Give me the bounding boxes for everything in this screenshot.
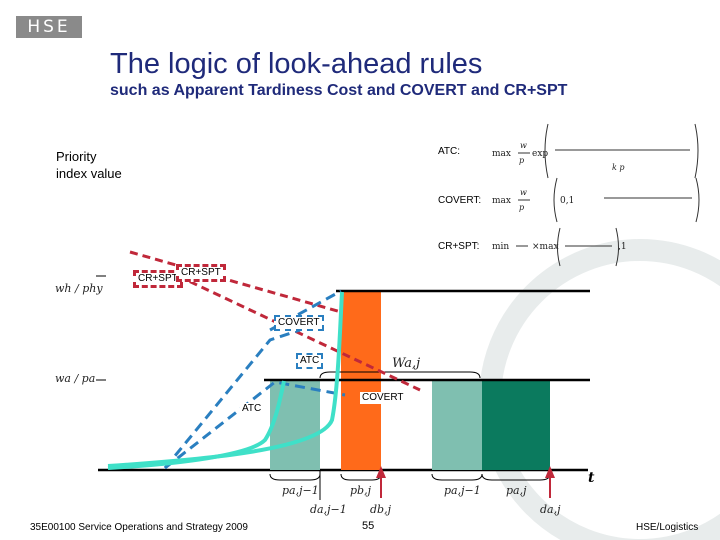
svg-text:min: min [492,242,509,252]
arrowhead-d-b-j [376,466,386,478]
covert-curve-upper [163,328,301,469]
label-p-a-j: pa,j [506,484,527,497]
label-d-a-j: da,j [540,503,561,516]
label-w-a-j: Wa,j [392,356,421,371]
crspt-formula: min ×max ,1 [492,227,627,267]
brace-w-a-j [319,371,481,379]
svg-text:exp: exp [532,149,548,159]
covert-curve-upper-end [269,289,342,332]
covert-formula: max w p 0,1 [492,177,700,223]
label-p-a-j1-left: pa,j−1 [282,484,319,497]
label-p-b-j: pb,j [350,484,371,497]
svg-text:p: p [519,156,524,165]
covert-formula-label: COVERT: [438,195,482,206]
crspt-line-lower [177,274,421,392]
svg-text:p: p [519,203,524,212]
svg-text:k p: k p [612,163,625,172]
atc-formula: max w p exp k p [492,123,699,179]
arrowhead-d-a-j [545,466,555,478]
svg-text:w: w [520,141,527,150]
label-p-a-j1-right: pa,j−1 [444,484,481,497]
atc-curve-lower [107,380,286,470]
hse-logo: HSE [16,16,82,38]
label-crspt-right: CR+SPT [176,264,226,282]
footer-dept: HSE/Logistics [636,522,699,533]
label-d-b-j: db,j [370,503,391,516]
label-d-a-j1: da,j−1 [310,503,347,516]
label-wh-ph: wh / phy [55,282,103,295]
slide-subtitle: such as Apparent Tardiness Cost and COVE… [110,82,568,99]
bar-p-a-j [482,381,550,470]
atc-formula-label: ATC: [438,146,461,157]
footer-page-number: 55 [362,520,375,532]
label-atc-upper: ATC [296,353,324,369]
svg-text:×max: ×max [532,242,559,252]
svg-text:,1: ,1 [618,242,627,252]
footer-course: 35E00100 Service Operations and Strategy… [30,522,248,533]
brace-p-a-j1-left [269,473,321,481]
svg-text:max: max [492,149,511,159]
svg-text:max: max [492,196,511,206]
label-atc-lower: ATC [240,403,264,415]
label-covert-upper: COVERT [274,315,324,331]
svg-text:0,1: 0,1 [560,196,574,206]
bar-p-a-j1-right [432,381,482,470]
brace-p-b-j [340,473,382,481]
bar-p-a-j1-left [270,381,320,470]
crspt-line-upper [129,250,342,314]
label-covert-lower: COVERT [360,392,406,404]
crspt-formula-label: CR+SPT: [438,241,480,252]
brace-p-a-j1-right [431,473,483,481]
label-wa-pa: wa / pa [55,372,96,385]
time-axis-label: t [588,470,595,486]
y-axis-label: Priority index value [56,149,122,181]
slide-title: The logic of look-ahead rules [110,48,483,80]
svg-text:w: w [520,188,527,197]
